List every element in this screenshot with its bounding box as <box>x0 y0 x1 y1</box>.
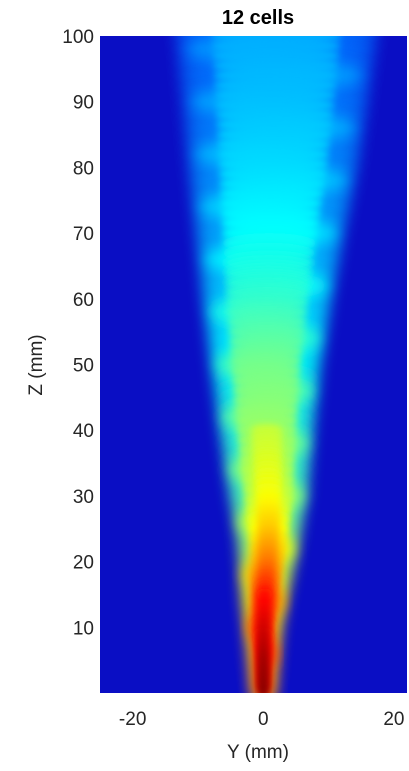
z-axis-ticks: 10 20 30 40 50 60 70 80 90 100 <box>62 27 94 639</box>
y-tick-label: 20 <box>383 709 404 730</box>
y-tick-label: -20 <box>119 709 146 730</box>
z-tick-label: 30 <box>73 487 94 508</box>
z-tick-label: 80 <box>73 158 94 179</box>
y-axis-ticks: -20 0 20 <box>119 709 405 730</box>
x-axis-label: Y (mm) <box>227 742 289 763</box>
plume-field <box>174 36 379 693</box>
z-tick-label: 70 <box>73 224 94 245</box>
z-tick-label: 60 <box>73 290 94 311</box>
z-tick-label: 90 <box>73 93 94 114</box>
y-axis-label: Z (mm) <box>26 334 47 395</box>
z-tick-label: 100 <box>62 27 94 48</box>
z-tick-label: 50 <box>73 356 94 377</box>
z-tick-label: 40 <box>73 421 94 442</box>
z-tick-label: 10 <box>73 618 94 639</box>
chart-title: 12 cells <box>222 7 294 29</box>
y-tick-label: 0 <box>258 709 269 730</box>
plume-core <box>259 687 268 693</box>
z-tick-label: 20 <box>73 553 94 574</box>
